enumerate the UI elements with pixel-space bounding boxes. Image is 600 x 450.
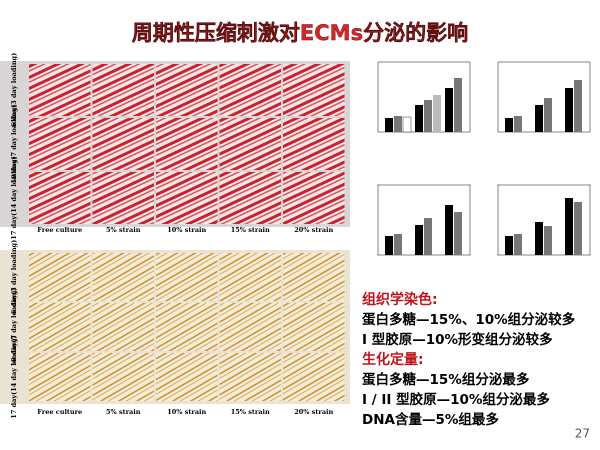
row-label: 6 day(3 day loading) xyxy=(10,240,18,314)
micrograph xyxy=(219,64,281,116)
micrograph xyxy=(283,253,345,301)
micrograph xyxy=(219,118,281,170)
micrograph xyxy=(219,353,281,401)
micrograph xyxy=(156,253,218,301)
micrograph xyxy=(156,118,218,170)
micrograph xyxy=(219,303,281,351)
micrograph xyxy=(283,353,345,401)
micrograph xyxy=(219,253,281,301)
micrograph xyxy=(92,353,154,401)
micrograph xyxy=(92,172,154,224)
column-label: Free culture xyxy=(37,226,82,234)
row-label: 17 day(14 day loading) xyxy=(10,335,18,418)
row-label: 17 day(14 day loading) xyxy=(10,156,18,239)
note-line: 蛋白多糖—15%、10%组分泌较多 xyxy=(362,311,576,328)
micrograph xyxy=(283,172,345,224)
note-line: I / II 型胶原—10%组分泌最多 xyxy=(362,391,550,408)
note-heading: 生化定量: xyxy=(362,351,424,368)
micrograph xyxy=(156,303,218,351)
micrograph xyxy=(219,172,281,224)
micrograph xyxy=(29,64,91,116)
column-label: 20% strain xyxy=(294,226,333,234)
column-label: 15% strain xyxy=(231,408,270,416)
note-line: 蛋白多糖—15%组分泌最多 xyxy=(362,371,530,388)
note-line: DNA含量—5%组最多 xyxy=(362,411,499,428)
note-line: I 型胶原—10%形变组分泌较多 xyxy=(362,331,553,348)
column-label: 15% strain xyxy=(231,226,270,234)
micrograph xyxy=(156,172,218,224)
column-label: 10% strain xyxy=(167,226,206,234)
micrograph xyxy=(29,118,91,170)
micrograph xyxy=(156,64,218,116)
row-label: 10 day(7 day loading) xyxy=(10,288,18,367)
note-heading: 组织学染色: xyxy=(362,291,438,308)
chart-thumbnails xyxy=(377,61,591,256)
micrograph xyxy=(29,303,91,351)
micrograph xyxy=(92,64,154,116)
column-label: Free culture xyxy=(37,408,82,416)
page-number: 27 xyxy=(575,427,590,441)
column-label: 10% strain xyxy=(167,408,206,416)
micrograph xyxy=(283,303,345,351)
micrograph xyxy=(92,303,154,351)
micrograph xyxy=(156,353,218,401)
micrograph xyxy=(283,64,345,116)
micrograph xyxy=(29,253,91,301)
micrograph xyxy=(92,253,154,301)
micrograph xyxy=(283,118,345,170)
column-label: 5% strain xyxy=(106,226,141,234)
row-label: 6 day(3 day loading) xyxy=(10,53,18,127)
column-label: 20% strain xyxy=(294,408,333,416)
micrograph xyxy=(29,172,91,224)
column-label: 5% strain xyxy=(106,408,141,416)
row-label: 10 day(7 day loading) xyxy=(10,105,18,184)
micrograph xyxy=(29,353,91,401)
slide-title: 周期性压缩刺激对ECMs分泌的影响 xyxy=(132,21,468,45)
micrograph xyxy=(92,118,154,170)
